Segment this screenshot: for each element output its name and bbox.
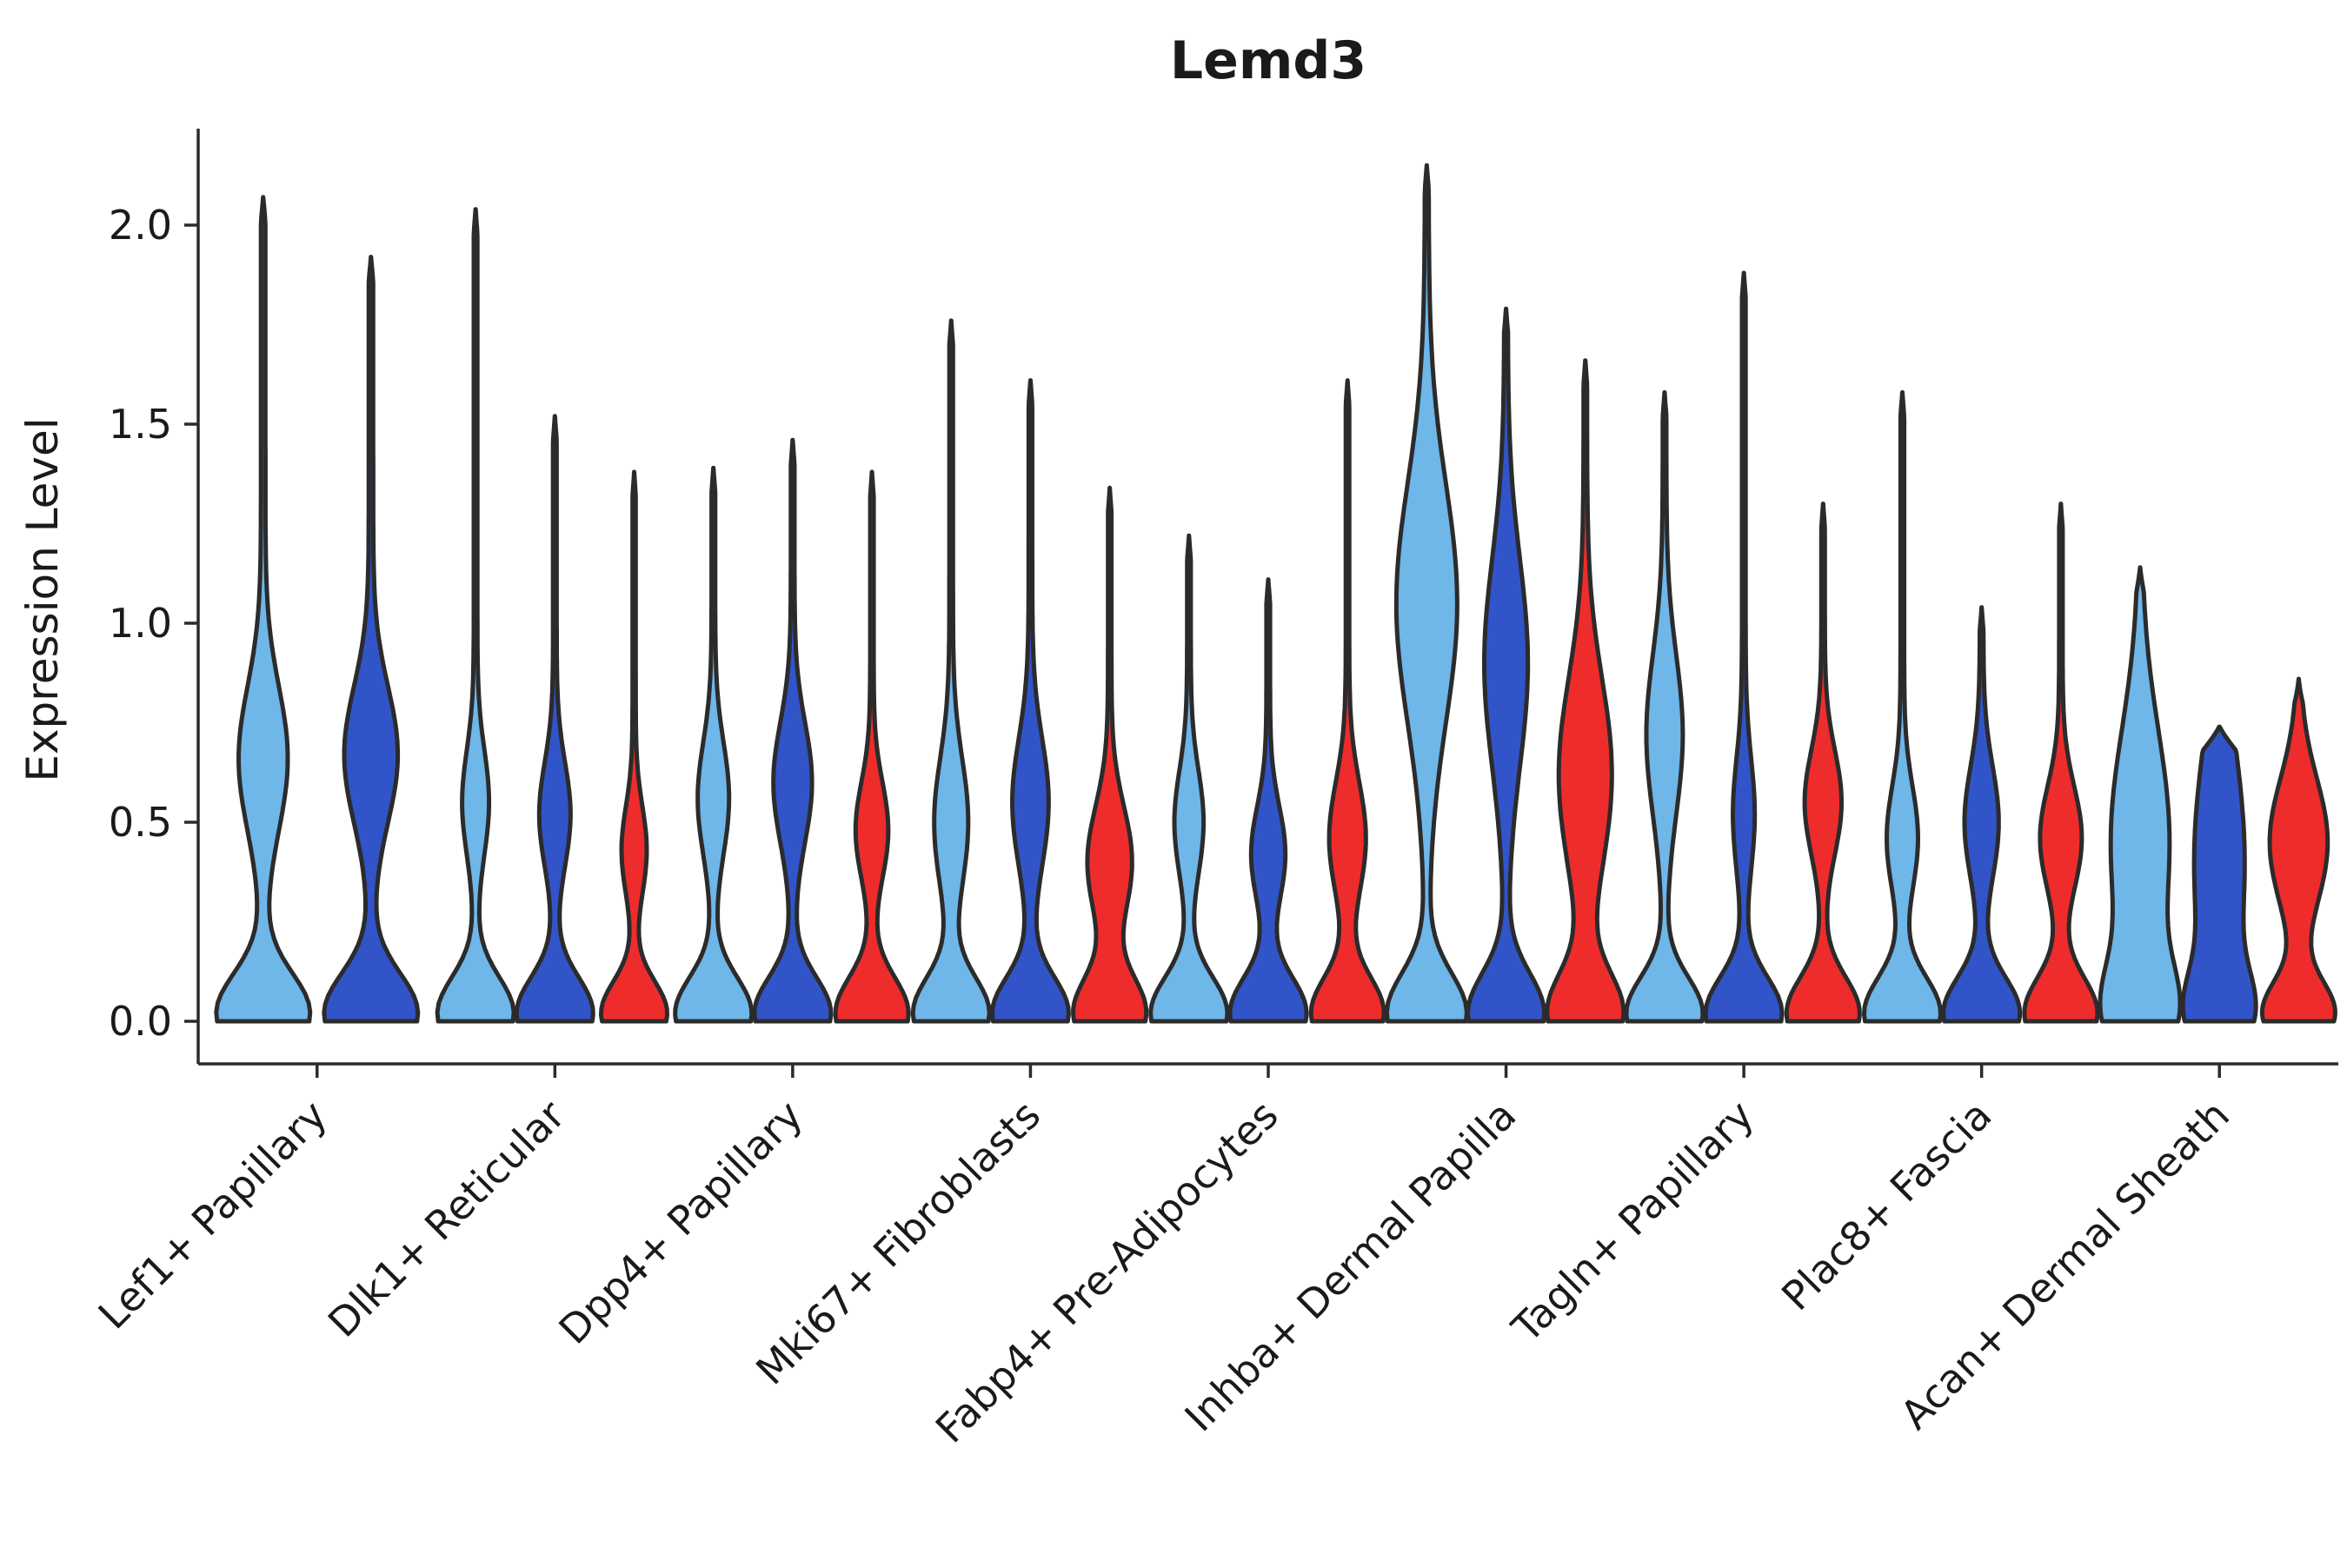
violin-group-darkblue-cat3 bbox=[989, 378, 1071, 1024]
violin-group-darkblue-cat5 bbox=[1466, 306, 1547, 1024]
violin-group-lightblue-cat7 bbox=[1862, 389, 1943, 1024]
violin-group-darkblue-cat7 bbox=[1941, 605, 2023, 1024]
x-tick-label: Dpp4+ Papillary bbox=[549, 1092, 811, 1353]
violin-group-lightblue-cat6 bbox=[1624, 389, 1705, 1024]
violin-group-lightblue-cat4 bbox=[1148, 533, 1230, 1024]
violin-group-lightblue-cat1 bbox=[435, 207, 516, 1024]
violin-group-red-cat7 bbox=[2022, 502, 2100, 1024]
violin-group-red-cat6 bbox=[1784, 502, 1862, 1024]
y-tick-label: 1.0 bbox=[109, 600, 172, 647]
x-tick-label: Dlk1+ Reticular bbox=[319, 1092, 574, 1346]
violin-group-darkblue-cat1 bbox=[514, 414, 595, 1024]
violin-group-darkblue-cat6 bbox=[1703, 270, 1785, 1024]
y-tick-label: 1.5 bbox=[109, 401, 172, 448]
violin-group-lightblue-cat3 bbox=[910, 318, 992, 1024]
y-tick-label: 2.0 bbox=[109, 202, 172, 249]
chart-title: Lemd3 bbox=[1170, 30, 1366, 91]
y-tick-label: 0.5 bbox=[109, 799, 172, 846]
violin-group-lightblue-cat8 bbox=[2098, 565, 2183, 1024]
violin-group-lightblue-cat5 bbox=[1384, 163, 1469, 1024]
violin-group-lightblue-cat0 bbox=[214, 195, 313, 1024]
x-tick-label: Tagln+ Papillary bbox=[1502, 1092, 1763, 1352]
violin-group-lightblue-cat2 bbox=[673, 465, 755, 1024]
violin-group-darkblue-cat8 bbox=[2180, 724, 2258, 1024]
violin-group-red-cat5 bbox=[1545, 358, 1626, 1024]
y-tick-label: 0.0 bbox=[109, 998, 172, 1045]
violin-group-red-cat4 bbox=[1308, 378, 1386, 1024]
x-tick-label: Lef1+ Papillary bbox=[90, 1092, 336, 1339]
violin-group-darkblue-cat4 bbox=[1227, 577, 1309, 1024]
violin-group-red-cat2 bbox=[833, 469, 911, 1024]
x-tick-label: Plac8+ Fascia bbox=[1772, 1092, 2000, 1319]
violin-group-darkblue-cat2 bbox=[752, 437, 834, 1024]
y-axis-label: Expression Level bbox=[17, 417, 68, 781]
violin-group-red-cat8 bbox=[2259, 676, 2337, 1024]
violin-group-red-cat3 bbox=[1071, 485, 1149, 1024]
violin-group-red-cat1 bbox=[599, 469, 669, 1024]
violin-group-darkblue-cat0 bbox=[322, 255, 421, 1024]
